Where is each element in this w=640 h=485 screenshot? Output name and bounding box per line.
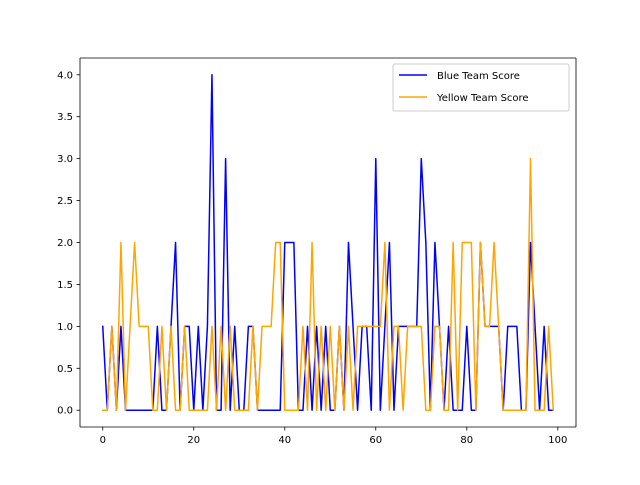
series-line-yellow-team [102, 157, 555, 412]
x-tick-label: 80 [460, 435, 473, 446]
y-tick-label: 3.5 [57, 112, 73, 123]
y-tick-label: 2.0 [57, 238, 73, 249]
x-tick-label: 0 [100, 435, 106, 446]
y-tick-label: 4.0 [57, 70, 73, 81]
x-tick-label: 60 [369, 435, 382, 446]
y-tick-label: 1.5 [57, 280, 73, 291]
series-layer [101, 74, 555, 412]
y-tick-label: 2.5 [57, 196, 73, 207]
y-tick-label: 3.0 [57, 154, 73, 165]
y-tick-label: 0.5 [57, 364, 73, 375]
legend-label-yellow-team: Yellow Team Score [436, 93, 529, 104]
axes-layer: 0 20 40 60 80 100 0.0 0.5 1.0 1.5 2.0 2.5 3.0 3.5 4.0 [57, 57, 577, 446]
x-tick-label: 40 [278, 435, 291, 446]
y-tick-label: 1.0 [57, 322, 73, 333]
y-tick-label: 0.0 [57, 406, 73, 417]
legend: Blue Team Score Yellow Team Score [392, 63, 570, 112]
x-tick-label: 20 [187, 435, 200, 446]
legend-label-blue-team: Blue Team Score [437, 71, 520, 82]
legend-box [392, 63, 570, 112]
x-tick-label: 100 [548, 435, 567, 446]
